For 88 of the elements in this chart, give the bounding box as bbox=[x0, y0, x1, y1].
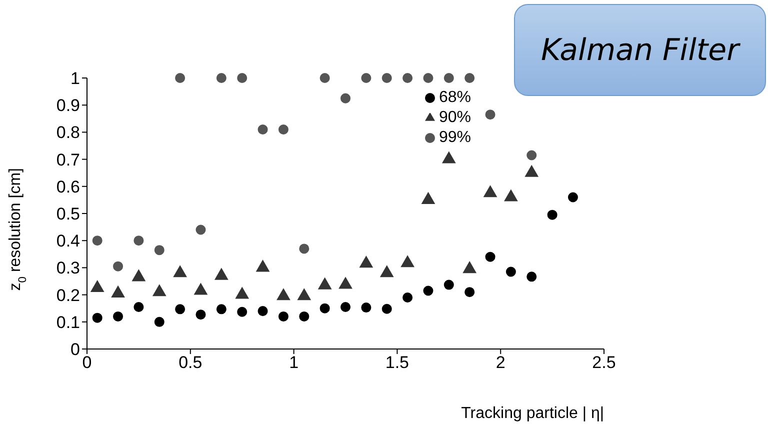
point bbox=[113, 311, 124, 322]
point bbox=[214, 268, 228, 280]
point bbox=[338, 277, 352, 289]
point bbox=[382, 304, 392, 314]
point bbox=[423, 72, 434, 84]
point bbox=[464, 72, 475, 84]
title-box: Kalman Filter bbox=[514, 4, 766, 96]
point bbox=[113, 261, 124, 272]
point bbox=[464, 287, 475, 298]
point bbox=[526, 272, 537, 282]
point bbox=[444, 72, 454, 84]
legend-label: 99% bbox=[439, 129, 472, 146]
point bbox=[152, 284, 166, 296]
point bbox=[216, 304, 226, 314]
point bbox=[361, 302, 372, 313]
y-tick-label: 0.4 bbox=[56, 232, 80, 251]
point bbox=[196, 224, 206, 235]
point bbox=[256, 260, 270, 272]
y-tick-label: 0.9 bbox=[56, 96, 80, 116]
point bbox=[258, 124, 268, 134]
point bbox=[216, 72, 226, 84]
point bbox=[442, 152, 456, 164]
x-tick-label: 2 bbox=[496, 353, 506, 372]
y-tick-label: 1 bbox=[70, 69, 80, 88]
y-tick-label: 0.3 bbox=[56, 258, 80, 278]
x-tick-label: 1.5 bbox=[385, 353, 410, 372]
point bbox=[134, 236, 144, 246]
point bbox=[173, 266, 187, 278]
point bbox=[320, 303, 330, 314]
point bbox=[547, 210, 558, 220]
point bbox=[276, 288, 290, 300]
point bbox=[90, 280, 104, 292]
point bbox=[444, 280, 454, 290]
y-tick-label: 0.6 bbox=[56, 177, 80, 196]
point bbox=[299, 311, 310, 322]
x-tick-label: 0.5 bbox=[178, 353, 202, 372]
point bbox=[340, 302, 351, 312]
y-tick-label: 0.2 bbox=[56, 286, 80, 305]
point bbox=[380, 266, 394, 278]
point bbox=[111, 286, 125, 298]
point bbox=[400, 256, 414, 268]
point bbox=[92, 236, 102, 246]
point bbox=[134, 302, 144, 312]
y-tick-label: 0.8 bbox=[56, 123, 80, 142]
x-axis-title: Tracking particle | η| bbox=[461, 405, 604, 422]
point bbox=[360, 256, 373, 268]
point bbox=[340, 93, 351, 104]
point bbox=[318, 278, 332, 290]
point bbox=[320, 72, 330, 84]
point bbox=[423, 286, 434, 296]
point bbox=[237, 72, 248, 84]
point bbox=[175, 72, 186, 84]
point bbox=[92, 312, 102, 323]
point bbox=[485, 110, 496, 120]
point bbox=[278, 311, 288, 322]
y-tick-label: 0 bbox=[70, 340, 80, 360]
point bbox=[504, 190, 518, 202]
point bbox=[402, 72, 413, 84]
point bbox=[236, 287, 249, 299]
point bbox=[382, 72, 392, 84]
point bbox=[132, 270, 146, 282]
x-tick-label: 2.5 bbox=[592, 353, 616, 372]
point bbox=[258, 306, 268, 316]
point bbox=[422, 192, 435, 204]
point bbox=[298, 288, 311, 300]
point bbox=[506, 266, 516, 277]
y-tick-label: 0.7 bbox=[56, 150, 80, 170]
point bbox=[299, 244, 310, 254]
point bbox=[463, 262, 476, 274]
point bbox=[526, 150, 537, 160]
point bbox=[278, 124, 288, 134]
point bbox=[175, 304, 186, 314]
point bbox=[568, 192, 578, 202]
point bbox=[525, 165, 538, 177]
legend-label: 90% bbox=[439, 109, 472, 126]
point bbox=[361, 72, 372, 84]
point bbox=[402, 292, 413, 303]
y-tick-label: 0.5 bbox=[56, 204, 80, 224]
point bbox=[485, 252, 496, 262]
point bbox=[196, 310, 206, 320]
point bbox=[154, 245, 164, 256]
point bbox=[194, 283, 208, 295]
point bbox=[154, 316, 164, 327]
point bbox=[484, 186, 497, 198]
y-tick-label: 0.1 bbox=[56, 312, 80, 332]
legend-label: 68% bbox=[439, 89, 472, 106]
point bbox=[237, 306, 248, 317]
x-tick-label: 1 bbox=[289, 353, 299, 372]
